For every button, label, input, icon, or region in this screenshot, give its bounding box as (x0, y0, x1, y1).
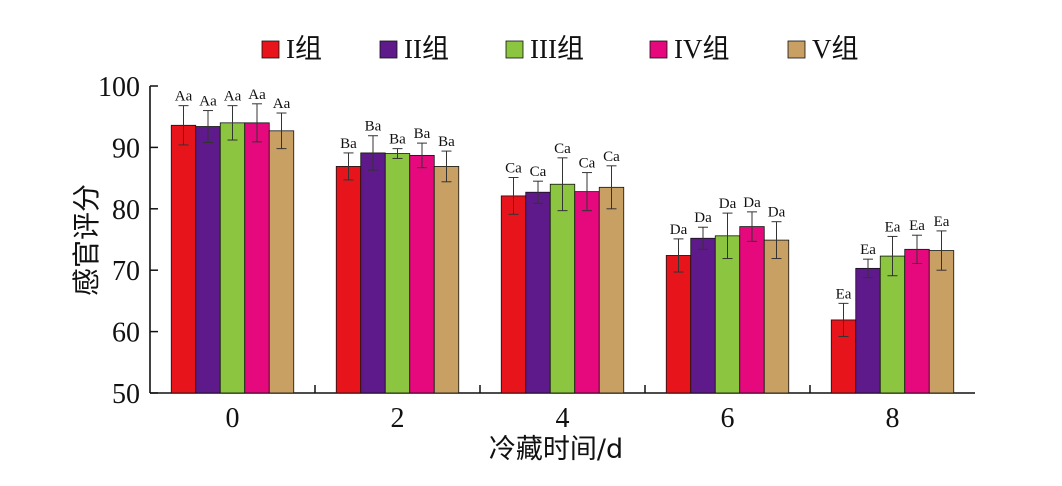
significance-label: Ea (909, 218, 925, 234)
x-tick-label: 8 (886, 403, 900, 434)
x-tick-label: 4 (556, 403, 570, 434)
y-tick-label: 50 (112, 379, 140, 410)
significance-label: Ba (414, 126, 431, 142)
significance-label: Ea (836, 286, 852, 302)
bar (170, 124, 197, 394)
significance-label: Da (719, 196, 737, 212)
axes: 50 60 70 80 90 100 0 2 4 6 8 (98, 72, 975, 434)
y-tick-label: 100 (98, 72, 140, 103)
significance-label: Da (694, 210, 712, 226)
legend-label: II组 (404, 34, 449, 64)
bar (433, 166, 460, 394)
bar (384, 153, 411, 394)
bar (574, 191, 600, 394)
bars (170, 122, 955, 394)
legend-swatch (379, 40, 398, 59)
significance-label: Ca (579, 156, 596, 172)
y-axis-label: 感官评分 (70, 184, 103, 296)
bar (525, 191, 551, 394)
bar (879, 255, 906, 394)
bar (830, 319, 857, 394)
bar (360, 152, 386, 394)
y-tick-label: 90 (112, 133, 140, 164)
significance-label: Ea (934, 214, 950, 230)
error-bars (178, 103, 947, 338)
legend-label: III组 (530, 34, 584, 64)
significance-label: Ca (603, 149, 620, 165)
bar (763, 239, 790, 394)
significance-label: Da (768, 205, 786, 221)
bar (665, 255, 692, 394)
bar (739, 226, 765, 394)
legend-swatch (505, 40, 524, 59)
significance-label: Ba (340, 136, 357, 152)
significance-label: Ea (885, 219, 901, 235)
bar (268, 130, 295, 394)
significance-label: Ba (389, 132, 406, 148)
significance-label: Ca (530, 164, 547, 180)
significance-label: Ea (860, 242, 876, 258)
significance-label: Da (743, 195, 761, 211)
significance-labels: Aa Aa Aa Aa Aa Ba Ba Ba Ba Ba Ca Ca Ca Ca Ca Da Da Da Da Da… (175, 87, 950, 303)
bar (195, 126, 221, 394)
legend-swatch (649, 40, 668, 59)
bar (904, 248, 930, 394)
bar (500, 195, 527, 394)
significance-label: Aa (175, 89, 193, 105)
significance-label: Aa (273, 96, 291, 112)
significance-label: Da (670, 222, 688, 238)
significance-label: Ba (365, 119, 382, 135)
y-tick-label: 60 (112, 318, 140, 349)
significance-label: Aa (199, 94, 217, 110)
bar (335, 166, 362, 394)
y-tick-label: 80 (112, 195, 140, 226)
bar (714, 235, 741, 394)
legend-label: I组 (286, 34, 322, 64)
legend-swatch (261, 40, 280, 59)
significance-label: Aa (224, 89, 242, 105)
x-tick-label: 0 (226, 403, 240, 434)
x-tick-label: 6 (721, 403, 735, 434)
significance-label: Aa (248, 87, 266, 103)
significance-label: Ca (554, 141, 571, 157)
significance-label: Ca (505, 160, 522, 176)
y-tick-label: 70 (112, 256, 140, 287)
x-tick-label: 2 (391, 403, 405, 434)
legend-label: IV组 (674, 34, 730, 64)
legend: I组 II组 III组 IV组 V组 (261, 34, 859, 64)
legend-label: V组 (812, 34, 859, 64)
legend-swatch (787, 40, 806, 59)
bar (219, 122, 246, 394)
bar (598, 186, 625, 394)
bar (855, 267, 881, 394)
bar (928, 250, 955, 394)
bar (409, 154, 435, 394)
bar (549, 183, 576, 394)
bar (244, 122, 270, 394)
bar (690, 237, 716, 394)
x-axis-label: 冷藏时间/d (489, 434, 623, 465)
significance-label: Ba (438, 134, 455, 150)
